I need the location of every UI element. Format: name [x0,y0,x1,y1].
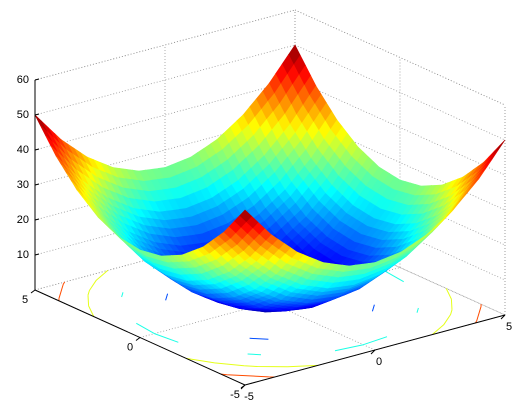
contour-line [165,265,375,340]
y-tick [30,289,36,294]
y-tick [135,337,141,341]
grid-line [294,114,506,211]
z-tick [34,218,40,221]
z-tick-label: 40 [17,144,29,156]
z-tick-label: 30 [17,179,29,191]
box-edge [294,219,506,316]
surface-patch [34,114,48,132]
grid-line [294,184,506,281]
grid-line [294,9,506,106]
x-tick-label: -5 [244,391,254,403]
z-tick [34,253,40,256]
x-tick-label: 0 [376,356,382,368]
grid-line [294,44,506,141]
z-tick [34,183,40,186]
y-tick-label: 5 [22,294,28,306]
z-tick-label: 50 [17,109,29,121]
z-tick [34,148,40,151]
z-tick [34,78,40,81]
x-tick [500,314,506,320]
z-tick-label: 60 [17,74,29,86]
x-tick [370,349,376,355]
grid-line [294,79,506,176]
y-tick [240,384,246,389]
x-tick-label: 5 [506,321,512,333]
z-tick [34,113,40,116]
y-tick-label: 0 [127,341,133,353]
z-tick-label: 20 [17,214,29,226]
y-tick-label: -5 [230,389,240,401]
z-tick-label: 10 [17,249,29,261]
surface-patch [239,209,252,223]
grid-line [294,149,506,246]
